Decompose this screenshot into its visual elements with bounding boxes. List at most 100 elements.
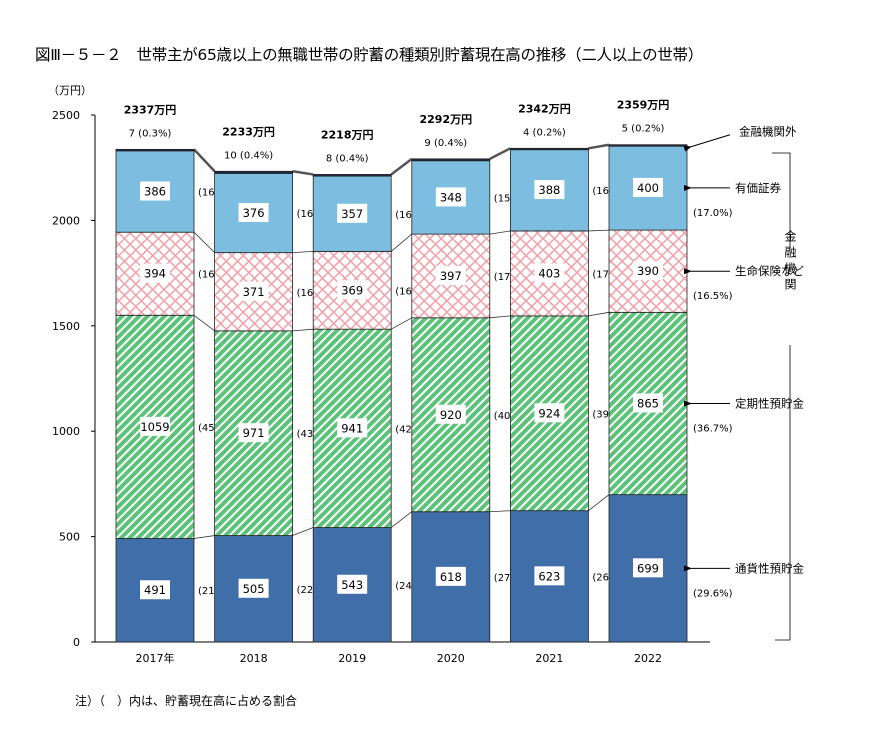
- share-label: 8 (0.4%): [326, 153, 369, 164]
- connector-line: [193, 148, 216, 173]
- value-label: 1059: [140, 420, 169, 434]
- connector-line: [588, 143, 610, 150]
- share-label: (16.5%): [693, 291, 733, 302]
- value-label: 491: [144, 583, 166, 597]
- bar-segment: [214, 170, 294, 174]
- bar-segment: [509, 147, 589, 151]
- connector-line: [489, 315, 511, 319]
- connector-line: [292, 527, 314, 536]
- bracket-label: 金融機関: [783, 229, 797, 294]
- connector-line: [390, 233, 413, 252]
- connector-line: [588, 494, 610, 511]
- connector-line: [292, 170, 314, 176]
- share-label: 4 (0.2%): [523, 127, 566, 138]
- share-label: 7 (0.3%): [129, 128, 172, 139]
- bar-segment: [411, 158, 491, 162]
- value-label-box: [633, 558, 663, 578]
- value-label-box: [435, 404, 466, 424]
- legend-label: 通貨性預貯金: [735, 561, 804, 575]
- total-label: 2342万円: [518, 102, 571, 115]
- value-label: 369: [341, 283, 363, 297]
- value-label: 376: [243, 206, 265, 220]
- connector-line: [292, 250, 314, 254]
- value-label: 865: [637, 396, 659, 410]
- y-tick-label: 2500: [52, 109, 80, 122]
- x-tick-label: 2020: [437, 652, 465, 665]
- share-label: (17.0%): [693, 208, 733, 219]
- share-label: 9 (0.4%): [424, 138, 467, 149]
- connector-line: [588, 229, 610, 232]
- value-label-box: [534, 180, 565, 200]
- connector-line: [193, 535, 215, 539]
- value-label: 505: [243, 582, 265, 596]
- value-label: 390: [637, 264, 659, 278]
- value-label-box: [140, 181, 170, 201]
- value-label-box: [534, 566, 565, 586]
- x-tick-label: 2017年: [136, 651, 175, 665]
- connector-line: [193, 231, 215, 253]
- total-label: 2233万円: [222, 125, 275, 138]
- value-label: 941: [341, 421, 363, 435]
- arrow-icon: [683, 134, 731, 152]
- total-label: 2292万円: [419, 113, 472, 126]
- y-tick-label: 500: [59, 531, 80, 544]
- value-label-box: [633, 393, 663, 413]
- value-label: 357: [341, 207, 363, 221]
- y-tick-label: 1500: [52, 320, 80, 333]
- value-label-box: [633, 261, 663, 281]
- value-label: 371: [243, 285, 265, 299]
- value-label: 920: [440, 408, 462, 422]
- value-label: 394: [144, 267, 166, 281]
- y-tick-label: 1000: [52, 425, 80, 438]
- legend-label: 金融機関外: [739, 125, 797, 139]
- y-tick-label: 0: [73, 636, 80, 649]
- total-label: 2337万円: [124, 103, 177, 116]
- total-label: 2218万円: [321, 128, 374, 141]
- x-tick-label: 2022: [634, 652, 662, 665]
- bracket-line: [772, 152, 791, 250]
- connector-line: [390, 511, 413, 528]
- y-axis-unit: （万円）: [48, 84, 92, 97]
- connector-line: [390, 157, 413, 176]
- share-label: (29.6%): [693, 588, 733, 599]
- value-label: 403: [538, 266, 560, 280]
- legend-label: 定期性預貯金: [735, 396, 804, 410]
- bar-segment: [312, 174, 392, 177]
- value-label-box: [140, 580, 170, 600]
- connector-line: [588, 311, 610, 317]
- value-label-box: [238, 423, 269, 443]
- connector-line: [193, 314, 215, 332]
- share-label: 10 (0.4%): [224, 150, 273, 161]
- value-label-box: [534, 263, 565, 283]
- value-label-box: [633, 177, 663, 197]
- x-tick-label: 2018: [240, 652, 268, 665]
- x-tick-label: 2019: [338, 652, 366, 665]
- value-label: 543: [341, 578, 363, 592]
- x-tick-label: 2021: [535, 652, 563, 665]
- value-label: 618: [440, 570, 462, 584]
- value-label-box: [534, 403, 565, 423]
- bar-segment: [608, 144, 688, 147]
- value-label: 699: [637, 561, 659, 575]
- legend-label: 生命保険など: [735, 264, 804, 278]
- value-label-box: [238, 281, 269, 301]
- bar-segment: [115, 148, 195, 152]
- connector-line: [489, 147, 511, 160]
- value-label-box: [337, 280, 368, 300]
- chart-title: 図Ⅲ－５－２ 世帯主が65歳以上の無職世帯の貯蓄の種類別貯蓄現在高の推移（二人以…: [35, 46, 703, 64]
- value-label-box: [238, 578, 269, 598]
- share-label: 5 (0.2%): [622, 124, 665, 135]
- value-label-box: [140, 263, 170, 283]
- legend-label: 有価証券: [735, 181, 781, 195]
- connector-line: [489, 510, 511, 513]
- total-label: 2359万円: [617, 99, 670, 112]
- y-tick-label: 2000: [52, 214, 80, 227]
- value-label: 400: [637, 181, 659, 195]
- value-label-box: [435, 566, 466, 586]
- value-label: 388: [538, 183, 560, 197]
- footnote: 注）（ ）内は、貯蓄現在高に占める割合: [75, 694, 298, 708]
- value-label-box: [435, 265, 466, 285]
- value-label: 971: [243, 426, 265, 440]
- value-label: 386: [144, 185, 166, 199]
- value-label-box: [435, 187, 466, 207]
